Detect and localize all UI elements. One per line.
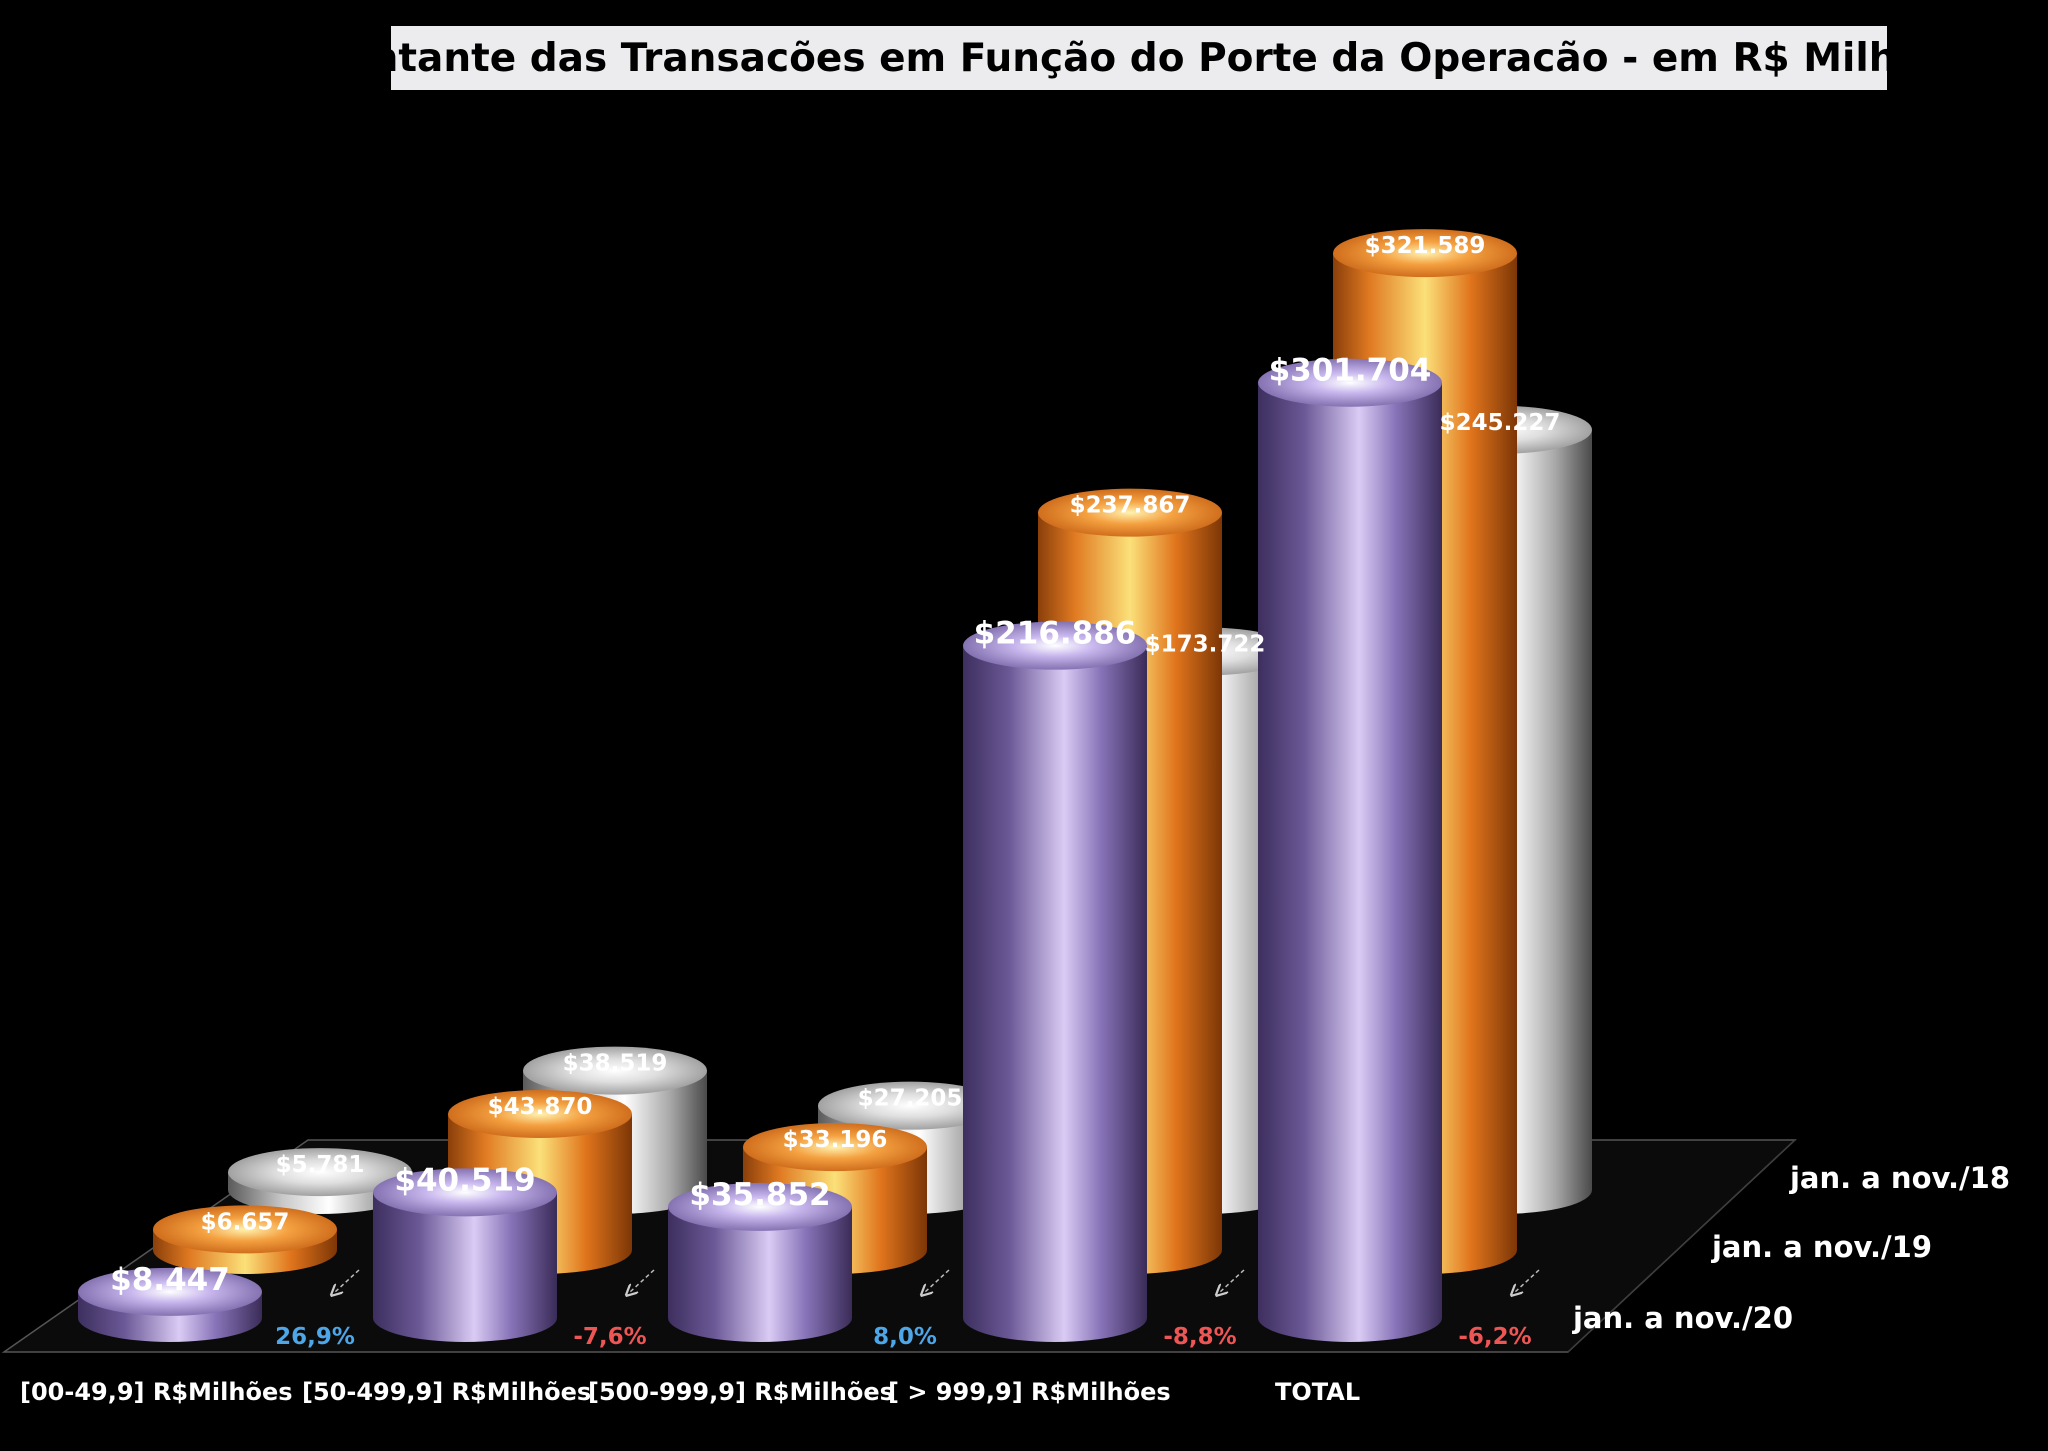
bar-top	[1333, 229, 1517, 278]
floor-depth-line-1	[1567, 1139, 1796, 1353]
variation-label: 8,0%	[873, 1324, 937, 1350]
bars-layer	[78, 229, 1592, 1342]
value-label: $38.519	[563, 1051, 668, 1077]
chart-title: Montante das Transacões em Função do Por…	[305, 26, 1973, 90]
bar-body	[1258, 382, 1442, 1342]
value-label: $27.205	[858, 1086, 963, 1112]
variation-arrow-icon	[1220, 1269, 1245, 1292]
category-tick-label: [00-49,9] R$Milhões	[20, 1378, 293, 1406]
value-label: $35.852	[689, 1177, 830, 1213]
variation-label: -7,6%	[573, 1324, 646, 1350]
bar-jan. a nov./18-[00-49,9] R$Milhões	[228, 1148, 412, 1214]
bar-body	[668, 1206, 852, 1342]
value-label: $321.589	[1365, 233, 1486, 259]
value-label: $43.870	[488, 1094, 593, 1120]
legend-series-label: jan. a nov./20	[1572, 1301, 1793, 1335]
bar-jan. a nov./20-[ > 999,9] R$Milhões	[963, 621, 1147, 1342]
bar-top	[1038, 488, 1222, 537]
bar-jan. a nov./20-[50-499,9] R$Milhões	[373, 1168, 557, 1342]
bar-top	[1258, 358, 1442, 407]
bar-jan. a nov./20-[00-49,9] R$Milhões	[78, 1267, 262, 1342]
value-label: $245.227	[1440, 410, 1561, 436]
variation-arrow-icon	[1515, 1269, 1540, 1292]
bar-jan. a nov./19-[00-49,9] R$Milhões	[153, 1205, 337, 1274]
bar-jan. a nov./20-TOTAL	[1258, 358, 1442, 1342]
bar-top	[668, 1182, 852, 1231]
variation-arrow-icon	[925, 1269, 950, 1292]
legend-series-label: jan. a nov./19	[1711, 1230, 1932, 1264]
legend-series-label: jan. a nov./18	[1789, 1161, 2010, 1195]
category-tick-label: TOTAL	[1275, 1378, 1360, 1406]
bar-top	[78, 1267, 262, 1316]
value-label: $8.447	[110, 1262, 230, 1298]
variation-label: 26,9%	[275, 1324, 355, 1350]
value-label: $216.886	[974, 616, 1137, 652]
category-tick-label: [50-499,9] R$Milhões	[302, 1378, 591, 1406]
bar-body	[963, 645, 1147, 1342]
variation-arrow-icon	[335, 1269, 360, 1292]
variation-label: -6,2%	[1458, 1324, 1531, 1350]
labels-layer: $5.781 $38.519 $27.205 $173.722 $245.227 $6.6…	[20, 233, 2010, 1406]
bar-top	[153, 1205, 337, 1254]
variation-label: -8,8%	[1163, 1324, 1236, 1350]
variation-arrow-icon	[630, 1269, 655, 1292]
value-label: $237.867	[1070, 493, 1191, 519]
bar-jan. a nov./20-[500-999,9] R$Milhões	[668, 1182, 852, 1342]
category-tick-label: [500-999,9] R$Milhões	[588, 1378, 894, 1406]
value-label: $173.722	[1145, 631, 1266, 657]
category-tick-label: [ > 999,9] R$Milhões	[888, 1378, 1171, 1406]
bar-top	[228, 1148, 412, 1197]
bar-top	[963, 621, 1147, 670]
value-label: $40.519	[394, 1162, 535, 1198]
value-label: $5.781	[276, 1152, 365, 1178]
bar-top	[743, 1123, 927, 1172]
bar-top	[818, 1081, 1002, 1130]
bar-top	[373, 1168, 557, 1217]
value-label: $6.657	[201, 1209, 290, 1235]
bar-body	[373, 1192, 557, 1342]
value-label: $33.196	[783, 1127, 888, 1153]
bar-top	[523, 1046, 707, 1095]
value-label: $301.704	[1269, 353, 1432, 389]
bar-top	[448, 1090, 632, 1139]
